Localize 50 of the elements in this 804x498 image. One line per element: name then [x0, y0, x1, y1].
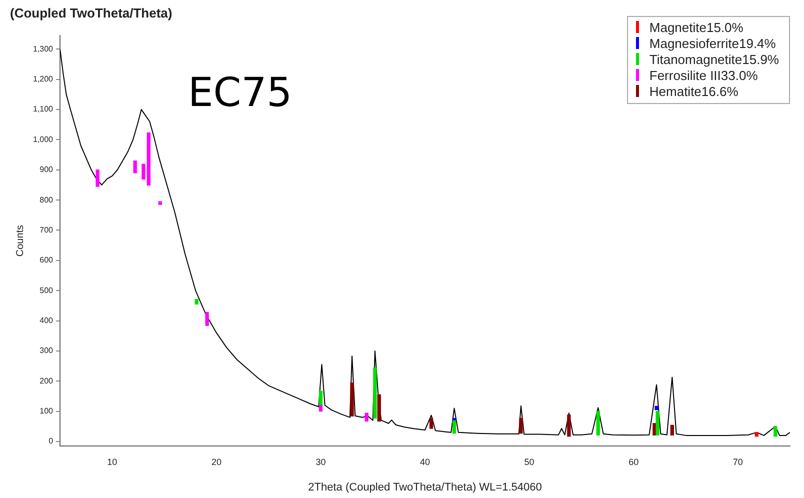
y-tick-label: 300	[40, 346, 54, 356]
x-tick-label: 70	[732, 456, 743, 467]
y-tick-label: 1,100	[32, 104, 54, 114]
y-tick-label: 0	[48, 436, 54, 446]
bar	[96, 170, 100, 187]
bar	[656, 410, 660, 436]
y-tick-label: 1,000	[32, 134, 54, 144]
x-tick-label: 20	[211, 456, 222, 467]
bar	[774, 426, 778, 437]
bar	[133, 160, 137, 174]
bar	[670, 424, 674, 436]
y-tick-label: 1,300	[32, 44, 54, 54]
bar	[350, 382, 354, 416]
bar	[567, 414, 571, 437]
y-axis-title: Counts	[14, 224, 26, 257]
bar	[205, 312, 209, 326]
bar	[596, 410, 600, 436]
x-tick-label: 10	[107, 456, 118, 467]
bar	[158, 201, 162, 205]
bar	[318, 390, 323, 406]
bar	[654, 406, 658, 410]
y-tick-label: 500	[40, 286, 54, 295]
legend-label: Ferrosilite III33.0%	[648, 68, 759, 84]
chart-title: (Coupled TwoTheta/Theta)	[10, 5, 172, 20]
legend-label: Hematite16.6%	[648, 84, 740, 100]
x-axis-title: 2Theta (Coupled TwoTheta/Theta) WL=1.54060	[308, 481, 542, 494]
bar	[452, 418, 456, 420]
legend-label: Magnetite15.0%	[648, 20, 744, 36]
bar	[194, 299, 198, 304]
y-tick-label: 100	[40, 406, 54, 416]
x-tick-label: 40	[420, 456, 430, 467]
y-tick-label: 200	[40, 376, 54, 386]
bar	[377, 394, 381, 422]
bar	[429, 418, 434, 429]
y-tick-label: 900	[40, 165, 54, 174]
bar	[519, 418, 523, 434]
legend-label: Titanomagnetite15.9%	[648, 52, 779, 68]
bar	[373, 368, 377, 419]
bar	[364, 412, 368, 422]
x-tick-label: 60	[628, 456, 639, 467]
y-tick-label: 600	[40, 256, 54, 265]
annotation: EC75	[188, 70, 292, 116]
x-tick-label: 50	[524, 456, 534, 467]
x-tick-label: 30	[316, 456, 326, 467]
y-tick-label: 700	[40, 225, 54, 234]
y-tick-label: 400	[40, 316, 54, 325]
legend-label: Magnesioferrite19.4%	[648, 36, 777, 52]
y-tick-label: 1,200	[32, 74, 54, 84]
bar	[754, 432, 758, 437]
y-tick-label: 800	[40, 195, 54, 204]
